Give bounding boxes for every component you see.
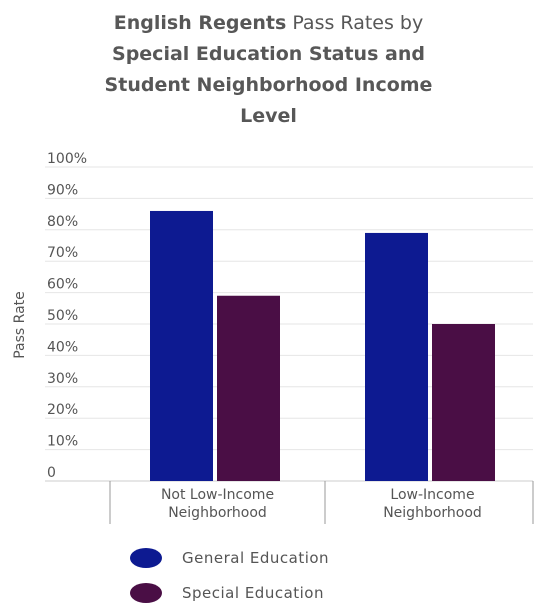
y-tick-label: 30% [47,371,78,387]
legend-label-special: Special Education [182,584,324,602]
y-tick-label: 10% [47,434,78,450]
bar-general-not-low-income [150,210,213,481]
bar-special-not-low-income [217,295,280,481]
x-category-label: Neighborhood [383,505,482,521]
y-tick-label: 100% [47,151,87,167]
x-category-label: Low-Income [390,487,474,503]
y-tick-label: 90% [47,182,78,198]
title-line-3: Student Neighborhood Income [104,74,433,96]
y-tick-label: 80% [47,214,78,230]
bar-general-low-income [365,232,428,481]
legend-swatch-general [130,548,162,568]
y-tick-label: 50% [47,308,78,324]
title-line-2: Special Education Status and [112,43,425,65]
y-axis-label: Pass Rate [12,291,28,359]
x-category-label: Neighborhood [168,505,267,521]
x-category-label: Not Low-Income [161,487,274,503]
chart-title: English Regents Pass Rates by Special Ed… [0,8,537,132]
title-line-4: Level [240,105,297,127]
y-tick-label: 70% [47,245,78,261]
y-tick-label: 20% [47,402,78,418]
legend-item-general: General Education [130,543,329,573]
legend-label-general: General Education [182,549,330,567]
legend-item-special: Special Education [130,578,324,608]
y-tick-label: 40% [47,339,78,355]
legend-swatch-special [130,583,162,603]
title-bold-part: English Regents [113,12,287,34]
bar-special-low-income [432,324,495,481]
y-tick-label: 60% [47,277,78,293]
y-tick-label: 0 [47,465,56,481]
title-normal-part: Pass Rates by [292,12,424,34]
